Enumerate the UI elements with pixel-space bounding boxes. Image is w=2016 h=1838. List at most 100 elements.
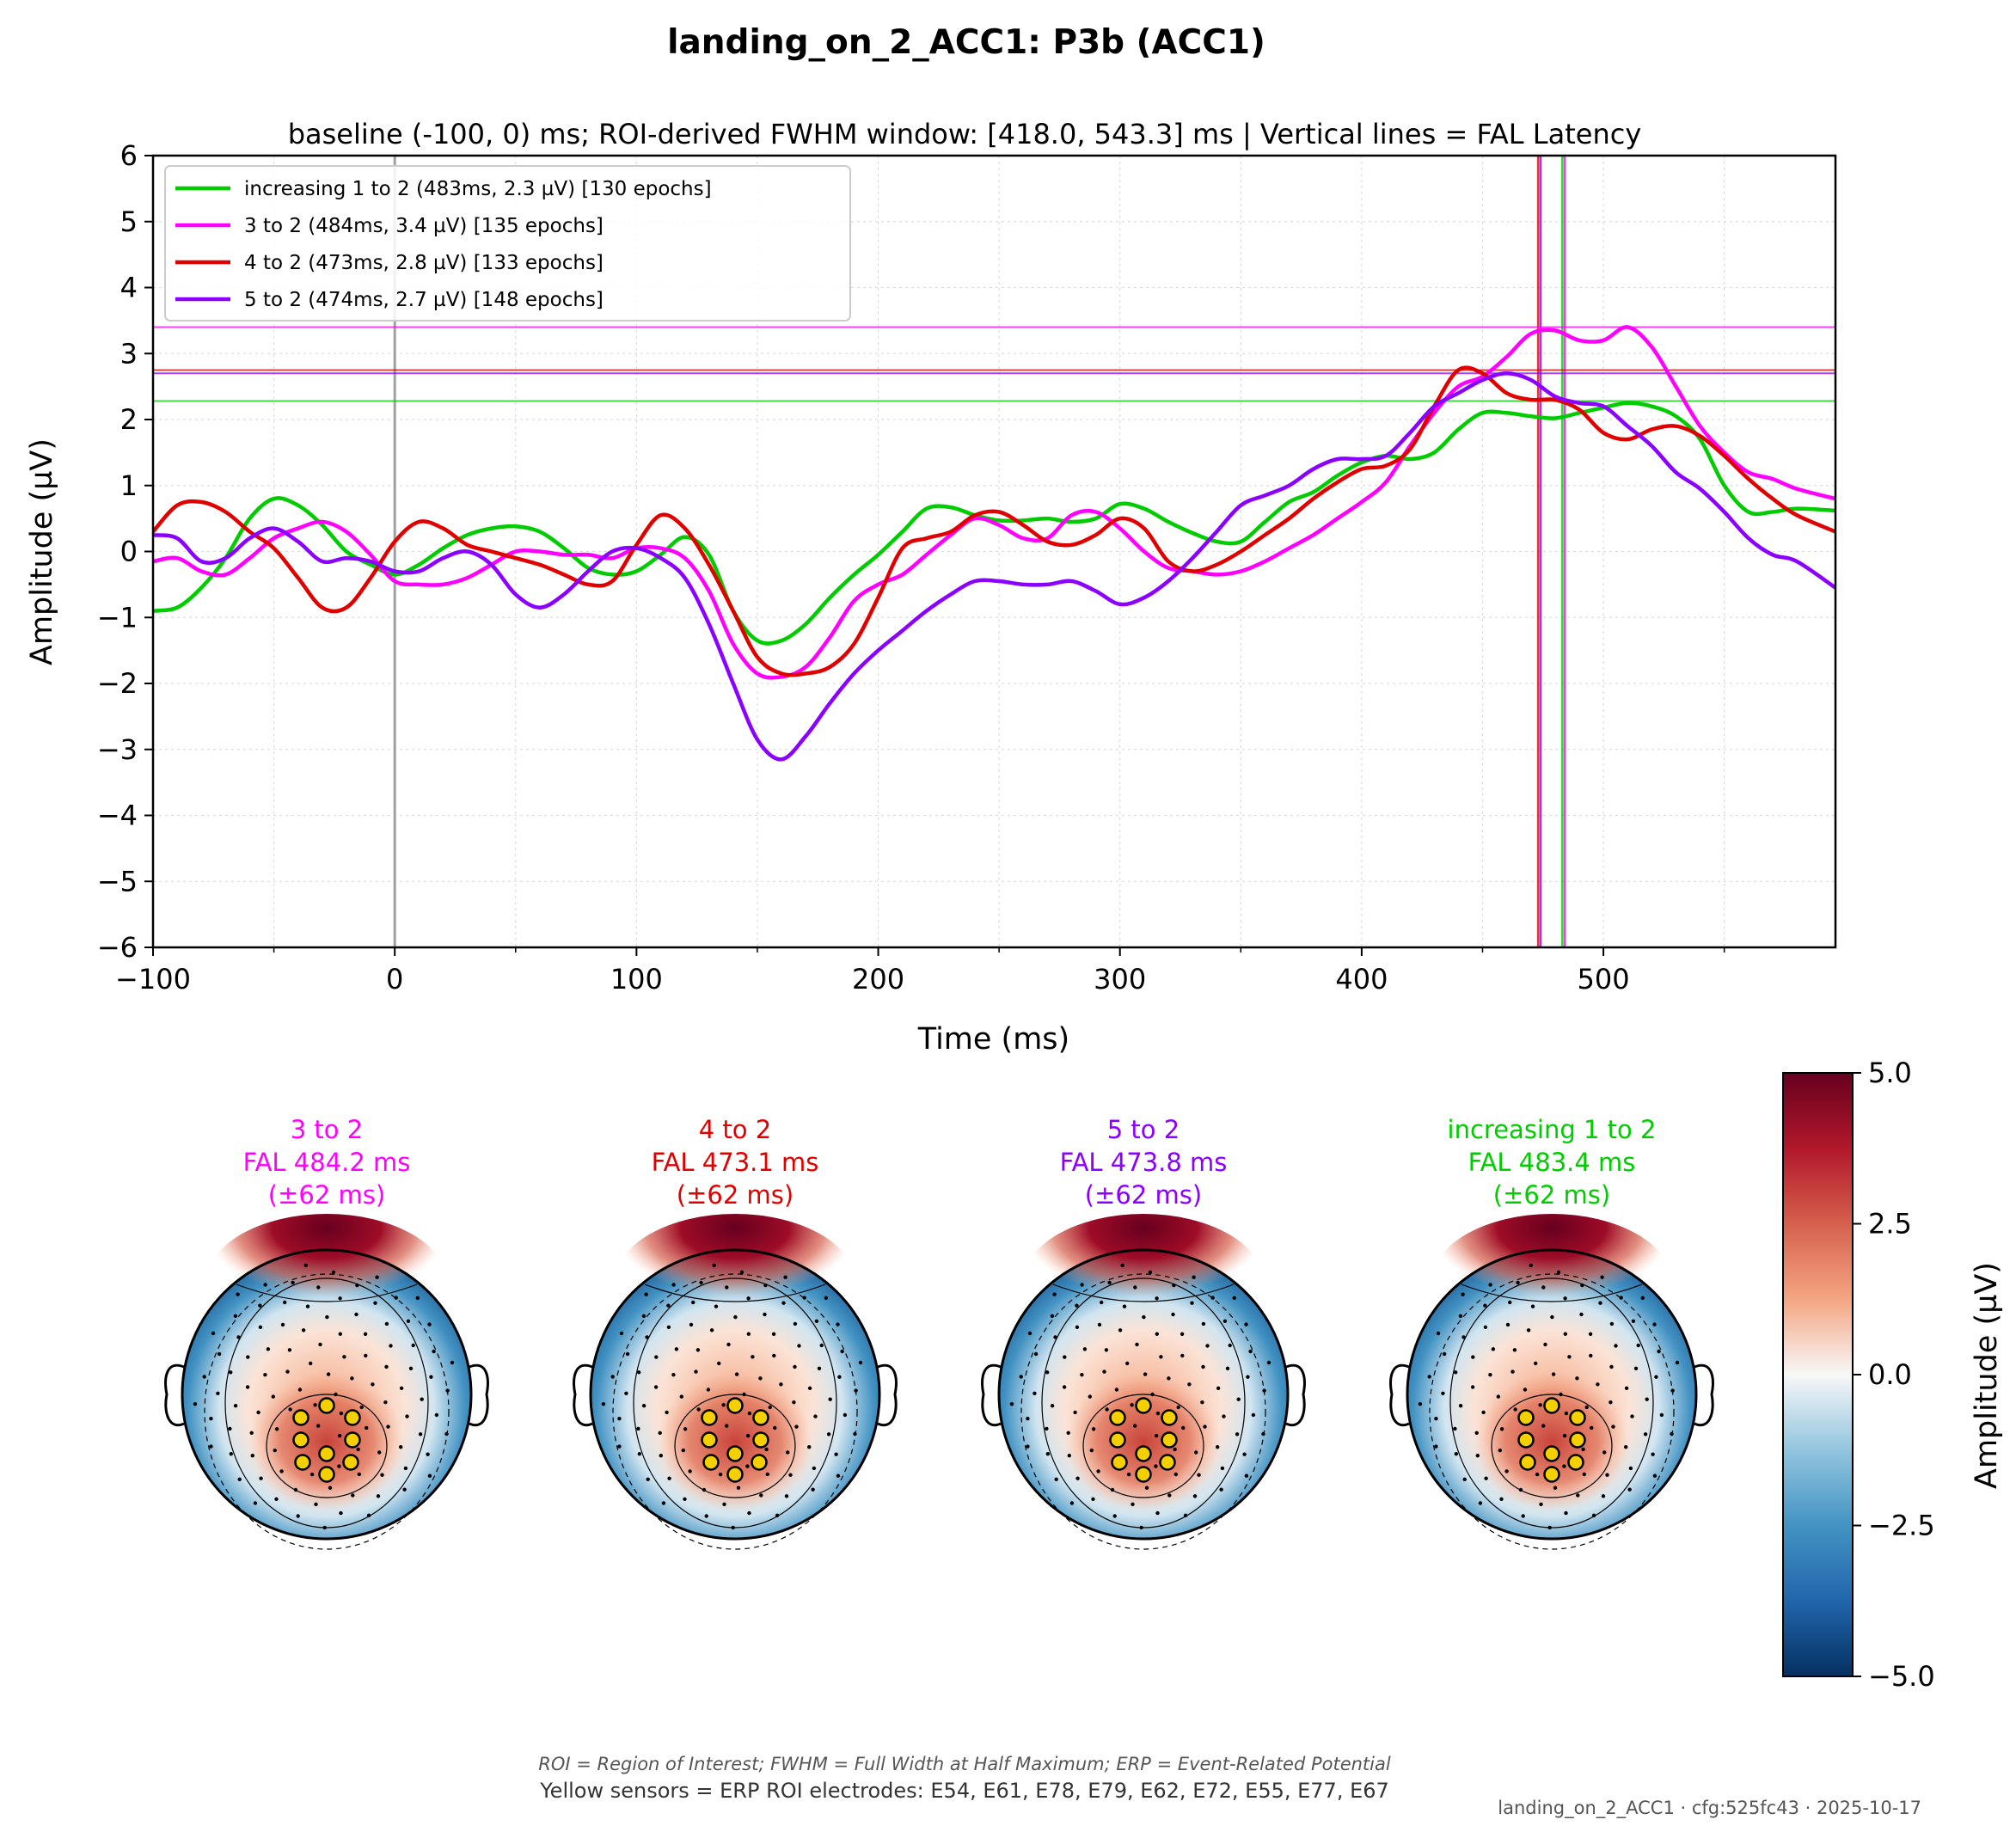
electrode — [1499, 1497, 1504, 1502]
electrode — [1009, 1402, 1014, 1406]
electrode — [1261, 1431, 1265, 1437]
electrode — [1591, 1513, 1596, 1518]
electrode — [653, 1385, 659, 1389]
electrode — [376, 1494, 381, 1498]
electrode — [793, 1321, 798, 1326]
electrode — [717, 1361, 721, 1366]
electrode — [1436, 1331, 1441, 1336]
electrode — [1180, 1332, 1185, 1337]
electrode — [734, 1372, 739, 1376]
electrode — [1454, 1370, 1458, 1375]
erp-plot: −100 0 100 200 300 400 500 −6 −5 −4 −3 −2 −1 0 1 2 3 4 5 6… — [25, 139, 1837, 1057]
topomap-title-3-to-2: 3 to 2 — [291, 1115, 363, 1144]
electrode — [1434, 1417, 1438, 1421]
electrode — [636, 1426, 640, 1431]
electrode — [331, 1270, 336, 1275]
head-map-5-to-2 — [981, 1214, 1306, 1550]
electrode — [1062, 1385, 1067, 1389]
figure-title: landing_on_2_ACC1: P3b (ACC1) — [667, 23, 1265, 62]
electrode — [1488, 1283, 1492, 1287]
electrode — [1150, 1392, 1155, 1397]
electrode — [1105, 1407, 1109, 1412]
electrode — [1075, 1476, 1080, 1480]
contour-line — [1461, 1284, 1643, 1302]
electrode — [691, 1300, 695, 1305]
electrode — [1130, 1403, 1134, 1407]
roi-sensor — [1161, 1409, 1178, 1426]
electrode — [1167, 1493, 1172, 1498]
electrode — [683, 1427, 688, 1431]
electrode — [384, 1364, 389, 1369]
roi-sensor — [1517, 1409, 1535, 1426]
electrode — [1498, 1448, 1503, 1453]
right-ear — [1285, 1363, 1306, 1427]
electrode — [1529, 1263, 1533, 1268]
electrode — [209, 1444, 213, 1449]
topomap-increasing-1-to-2: increasing 1 to 2 FAL 483.4 ms (±62 ms) — [1389, 1115, 1714, 1550]
electrode — [263, 1283, 267, 1287]
electrode — [1102, 1369, 1106, 1374]
electrode — [826, 1432, 831, 1437]
electrode — [781, 1301, 786, 1305]
electrode — [1567, 1355, 1572, 1359]
electrode — [354, 1312, 358, 1317]
electrode — [1100, 1300, 1104, 1305]
electrode — [445, 1388, 450, 1393]
electrode — [279, 1469, 284, 1473]
electrode — [1104, 1348, 1109, 1352]
electrode — [658, 1431, 662, 1436]
electrode — [763, 1283, 768, 1288]
electrode — [258, 1303, 262, 1308]
electrode — [1110, 1487, 1115, 1492]
electrode — [1244, 1473, 1249, 1478]
electrode — [1194, 1450, 1198, 1455]
y-tick-label: 6 — [120, 139, 138, 172]
electrode — [610, 1375, 615, 1379]
topomap-title-5-to-2: 5 to 2 — [1107, 1115, 1180, 1144]
roi-sensor — [318, 1466, 335, 1483]
roi-sensor — [1519, 1454, 1536, 1471]
electrode — [794, 1424, 799, 1429]
electrode — [236, 1335, 241, 1339]
left-ear — [164, 1363, 185, 1427]
electrode — [1434, 1444, 1438, 1449]
legend-label-5-to-2: 5 to 2 (474ms, 2.7 µV) [148 epochs] — [244, 289, 604, 311]
y-tick-label: 5 — [120, 205, 138, 238]
electrode — [726, 1342, 731, 1347]
electrode — [1475, 1454, 1480, 1458]
electrode — [644, 1292, 648, 1296]
electrode — [813, 1414, 818, 1418]
electrode — [399, 1445, 403, 1449]
electrode — [1171, 1312, 1175, 1317]
electrode — [1670, 1388, 1675, 1393]
electrode — [834, 1452, 838, 1456]
electrode — [1026, 1417, 1030, 1421]
x-tick-label: 100 — [610, 963, 663, 996]
electrode — [1155, 1296, 1159, 1301]
electrode — [714, 1304, 719, 1308]
electrode — [1627, 1487, 1632, 1492]
electrode — [681, 1448, 685, 1453]
parietal-positivity — [1474, 1373, 1629, 1510]
electrode — [420, 1397, 424, 1401]
x-tick-label: −100 — [115, 963, 191, 996]
contour-line-negative — [204, 1273, 450, 1550]
electrode — [814, 1319, 819, 1324]
electrode — [1611, 1424, 1615, 1429]
electrode — [836, 1473, 841, 1478]
electrode — [263, 1373, 267, 1377]
electrode — [811, 1487, 815, 1492]
electrode — [1576, 1493, 1580, 1498]
y-tick-label: −1 — [97, 601, 138, 634]
electrode — [297, 1388, 303, 1392]
electrode — [1266, 1360, 1271, 1365]
electrode — [793, 1364, 797, 1369]
electrode — [1135, 1342, 1139, 1347]
electrode — [403, 1466, 408, 1471]
topomap-title-increasing-1-to-2: increasing 1 to 2 — [1448, 1115, 1657, 1144]
electrode — [1187, 1382, 1192, 1387]
roi-sensor — [1543, 1397, 1560, 1414]
right-ear — [877, 1363, 898, 1427]
electrode — [819, 1343, 824, 1348]
electrode — [1504, 1469, 1509, 1473]
